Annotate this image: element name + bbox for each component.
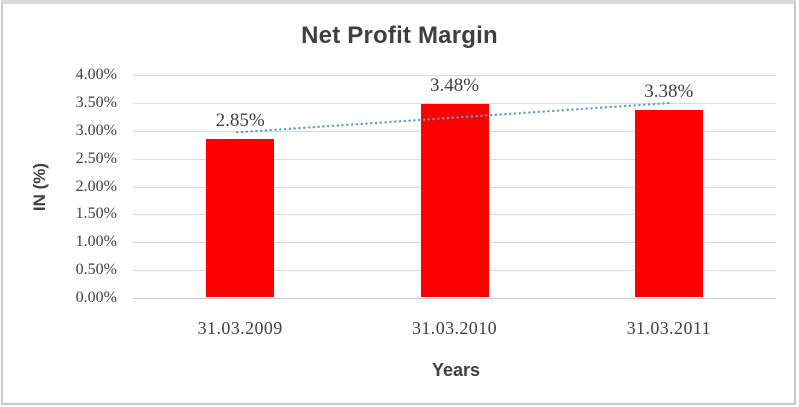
- y-tick-label: 3.00%: [75, 121, 117, 139]
- bar: [420, 103, 489, 297]
- x-axis-title: Years: [431, 360, 481, 380]
- y-tick-label: 2.00%: [75, 177, 117, 195]
- y-tick-label: 0.00%: [75, 289, 117, 306]
- x-tick-label: 31.03.2010: [412, 318, 497, 338]
- data-label: 3.48%: [429, 74, 480, 96]
- x-tick-label: 31.03.2009: [197, 318, 283, 338]
- bar: [206, 139, 275, 297]
- y-tick-label: 3.50%: [75, 93, 117, 111]
- gridline: [133, 75, 776, 76]
- x-tick-label: 31.03.2011: [626, 318, 711, 338]
- data-label: 2.85%: [215, 110, 265, 132]
- y-tick-label: 0.50%: [75, 261, 117, 279]
- data-label: 3.38%: [644, 80, 694, 102]
- y-tick-label: 2.50%: [75, 149, 117, 167]
- gridline: [133, 298, 776, 299]
- y-tick-label: 4.00%: [75, 66, 117, 83]
- bar: [634, 109, 703, 297]
- chart-title: Net Profit Margin: [301, 22, 498, 49]
- y-tick-label: 1.50%: [75, 205, 117, 223]
- y-tick-label: 1.00%: [75, 233, 117, 251]
